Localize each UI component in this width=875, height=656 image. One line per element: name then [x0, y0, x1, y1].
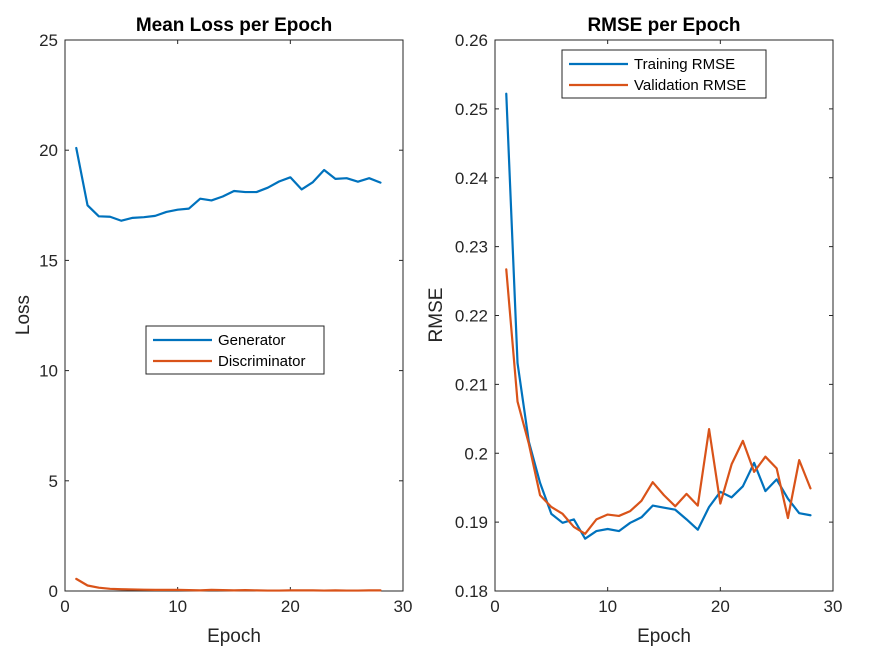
y-tick-label: 0.26 — [455, 31, 488, 50]
legend-box — [145, 325, 325, 375]
loss-chart: Mean Loss per Epoch Epoch Loss 0 10 20 30 0 5… — [13, 15, 412, 647]
x-tick-label: 20 — [281, 597, 300, 616]
y-tick-label: 0.21 — [455, 375, 488, 394]
y-tick-label: 0.19 — [455, 513, 488, 532]
y-tick-label: 20 — [39, 141, 58, 160]
legend-label: Discriminator — [218, 353, 306, 370]
y-tick-label: 0.24 — [455, 169, 488, 188]
legend-box — [561, 49, 767, 99]
plot-area — [494, 39, 834, 592]
loss-chart-title: Mean Loss per Epoch — [136, 15, 332, 36]
y-tick-label: 0.22 — [455, 307, 488, 326]
x-tick-label: 30 — [394, 597, 413, 616]
legend-label: Validation RMSE — [634, 77, 746, 94]
y-tick-label: 0.2 — [464, 444, 488, 463]
legend-label: Training RMSE — [634, 56, 735, 73]
series-line-generator — [75, 146, 382, 222]
series-line-validation-rmse — [505, 268, 812, 535]
y-tick-label: 15 — [39, 251, 58, 270]
y-tick-label: 0.23 — [455, 238, 488, 257]
loss-chart-ylabel: Loss — [13, 295, 34, 335]
series-line-training-rmse — [505, 92, 812, 540]
x-tick-label: 30 — [824, 597, 843, 616]
legend: Generator Discriminator — [145, 325, 325, 375]
x-tick-label: 20 — [711, 597, 730, 616]
legend-label: Generator — [218, 332, 286, 349]
legend: Training RMSE Validation RMSE — [561, 49, 767, 99]
rmse-chart: RMSE per Epoch Epoch RMSE 0 10 20 30 0.18 0.1… — [426, 15, 842, 647]
y-tick-label: 5 — [49, 472, 58, 491]
y-tick-label: 0.18 — [455, 582, 488, 601]
loss-chart-xlabel: Epoch — [207, 626, 261, 647]
y-tick-label: 0 — [49, 582, 58, 601]
x-tick-label: 0 — [490, 597, 499, 616]
rmse-chart-ylabel: RMSE — [426, 288, 447, 343]
x-tick-label: 0 — [60, 597, 69, 616]
x-tick-label: 10 — [598, 597, 617, 616]
rmse-chart-title: RMSE per Epoch — [587, 15, 740, 36]
rmse-chart-xlabel: Epoch — [637, 626, 691, 647]
plot-area — [64, 39, 404, 592]
series-line-discriminator — [75, 577, 382, 592]
y-tick-label: 10 — [39, 362, 58, 381]
x-tick-label: 10 — [168, 597, 187, 616]
y-tick-label: 25 — [39, 31, 58, 50]
y-tick-label: 0.25 — [455, 100, 488, 119]
